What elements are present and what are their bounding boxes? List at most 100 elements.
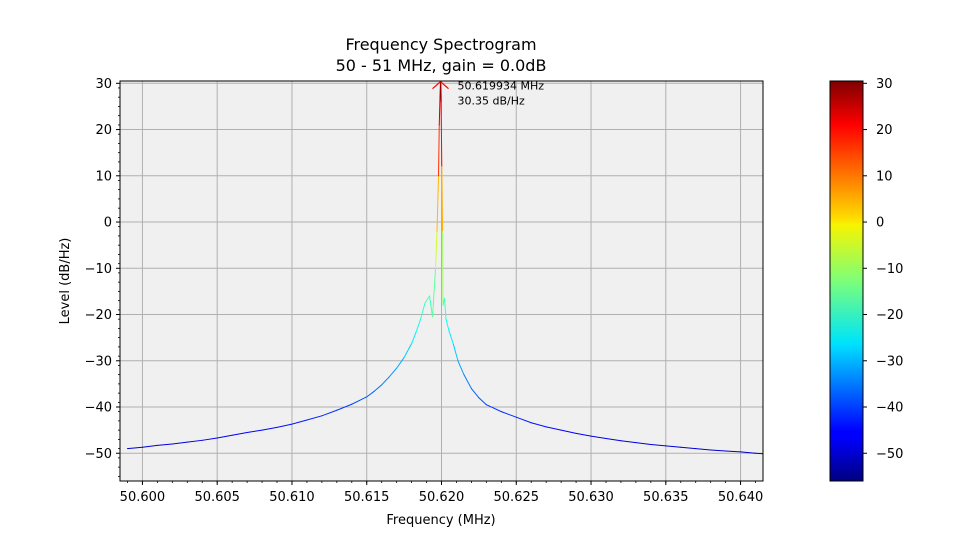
spectrum-segment xyxy=(436,175,440,232)
chart-subtitle: 50 - 51 MHz, gain = 0.0dB xyxy=(336,56,547,75)
spectrum-segment xyxy=(126,446,143,450)
y-tick-label: −40 xyxy=(85,401,112,416)
spectrum-segment xyxy=(440,81,442,103)
spectrum-segment xyxy=(590,435,607,439)
spectrum-segment xyxy=(435,230,438,269)
y-tick-label: −30 xyxy=(85,354,112,369)
spectrum-segment xyxy=(740,451,757,454)
spectrum-segment xyxy=(695,448,712,451)
spectrum-segment xyxy=(605,437,622,442)
spectrum-segment xyxy=(443,297,447,320)
colorbar-tick-label: 30 xyxy=(876,77,893,92)
spectrum-segment xyxy=(321,409,338,417)
peak-frequency-label: 50.619934 MHz xyxy=(458,80,545,93)
spectrum-segment xyxy=(411,331,417,345)
spectrum-segment xyxy=(457,360,465,376)
spectrum-segment xyxy=(358,396,368,402)
spectrum-segment xyxy=(388,367,398,378)
x-tick-label: 50.620 xyxy=(419,490,465,505)
colorbar-tick-label: −30 xyxy=(876,354,903,369)
x-tick-label: 50.600 xyxy=(120,490,166,505)
spectrum-segment xyxy=(373,384,383,392)
spectrum-segment xyxy=(403,343,413,359)
y-tick-label: −10 xyxy=(85,262,112,277)
spectrum-segment xyxy=(420,302,426,320)
y-tick-label: 30 xyxy=(95,77,112,92)
y-tick-label: −50 xyxy=(85,447,112,462)
spectrum-segment xyxy=(500,411,517,418)
spectrum-segment xyxy=(396,357,405,369)
spectrum-segment xyxy=(440,101,443,168)
spectrum-segment xyxy=(141,444,158,448)
chart-title: Frequency Spectrogram xyxy=(345,35,536,54)
spectrum-segment xyxy=(432,267,437,318)
peak-marker xyxy=(432,80,449,90)
spectrum-segment xyxy=(291,419,308,425)
colorbar-tick-label: 0 xyxy=(876,216,884,231)
x-tick-label: 50.625 xyxy=(494,490,540,505)
y-tick-label: 0 xyxy=(104,216,112,231)
spectrum-segment xyxy=(485,404,502,413)
spectrum-segment xyxy=(448,330,454,346)
spectrum-segment xyxy=(478,397,487,406)
x-tick-label: 50.635 xyxy=(643,490,689,505)
spectrum-segment xyxy=(560,429,577,434)
spectrum-segment xyxy=(216,434,233,439)
spectrum-segment xyxy=(710,449,727,452)
spectrum-segment xyxy=(306,415,323,421)
spectrum-segment xyxy=(441,166,444,232)
spectrum-segment xyxy=(429,295,434,318)
colorbar-tick-label: −40 xyxy=(876,401,903,416)
spectrum-segment xyxy=(438,96,441,126)
spectrum-segment xyxy=(575,432,592,437)
spectrum-segment xyxy=(680,446,697,450)
x-tick-label: 50.615 xyxy=(344,490,390,505)
x-axis: 50.600 50.605 50.610 50.615 50.620 50.625 50.6… xyxy=(120,481,764,505)
spectrum-segment xyxy=(336,403,353,411)
colorbar-tick-label: 10 xyxy=(876,169,893,184)
spectrum-segment xyxy=(650,443,667,447)
peak-level-label: 30.35 dB/Hz xyxy=(458,95,525,108)
colorbar-tick-label: 20 xyxy=(876,123,893,138)
spectrum-segment xyxy=(276,423,293,428)
x-tick-label: 50.630 xyxy=(568,490,614,505)
colorbar-axis: 30 20 10 0 −10 −20 −30 −40 −50 xyxy=(863,77,903,462)
spectrum-line xyxy=(126,81,763,455)
spectrum-segment xyxy=(424,295,431,304)
spectrum-segment xyxy=(725,450,742,453)
spectrum-segment xyxy=(231,431,248,436)
colorbar-tick-label: −10 xyxy=(876,262,903,277)
spectrum-segment xyxy=(201,437,218,441)
spectrum-segment xyxy=(470,388,480,399)
x-axis-label: Frequency (MHz) xyxy=(386,513,495,528)
spectrum-segment xyxy=(438,124,440,177)
spectrum-segment xyxy=(366,390,375,398)
spectrum-segment xyxy=(261,426,278,431)
spectrum-segment xyxy=(463,374,472,390)
x-tick-label: 50.610 xyxy=(269,490,315,505)
spectrum-segment xyxy=(452,344,459,362)
spectrum-segment xyxy=(381,376,390,386)
y-tick-label: 20 xyxy=(95,123,112,138)
spectrum-segment xyxy=(545,426,562,431)
spectrum-segment xyxy=(635,442,652,445)
spectrum-segment xyxy=(445,318,450,332)
spectrum-segment xyxy=(171,441,188,445)
x-tick-label: 50.640 xyxy=(718,490,764,505)
colorbar xyxy=(829,80,864,482)
spectrum-segment xyxy=(156,443,173,446)
y-axis-label: Level (dB/Hz) xyxy=(58,238,73,325)
spectrum-segment xyxy=(351,400,360,405)
spectrum-segment xyxy=(186,439,203,443)
spectrum-segment xyxy=(415,318,422,333)
colorbar-tick-label: −50 xyxy=(876,447,903,462)
spectrum-segment xyxy=(665,445,682,448)
spectrum-segment xyxy=(530,422,547,428)
x-tick-label: 50.605 xyxy=(194,490,240,505)
spectrum-segment xyxy=(246,429,263,433)
colorbar-tick-label: −20 xyxy=(876,308,903,323)
y-tick-label: −20 xyxy=(85,308,112,323)
peak-annotation: 50.619934 MHz 30.35 dB/Hz xyxy=(432,80,545,108)
spectrum-segment xyxy=(620,440,637,444)
